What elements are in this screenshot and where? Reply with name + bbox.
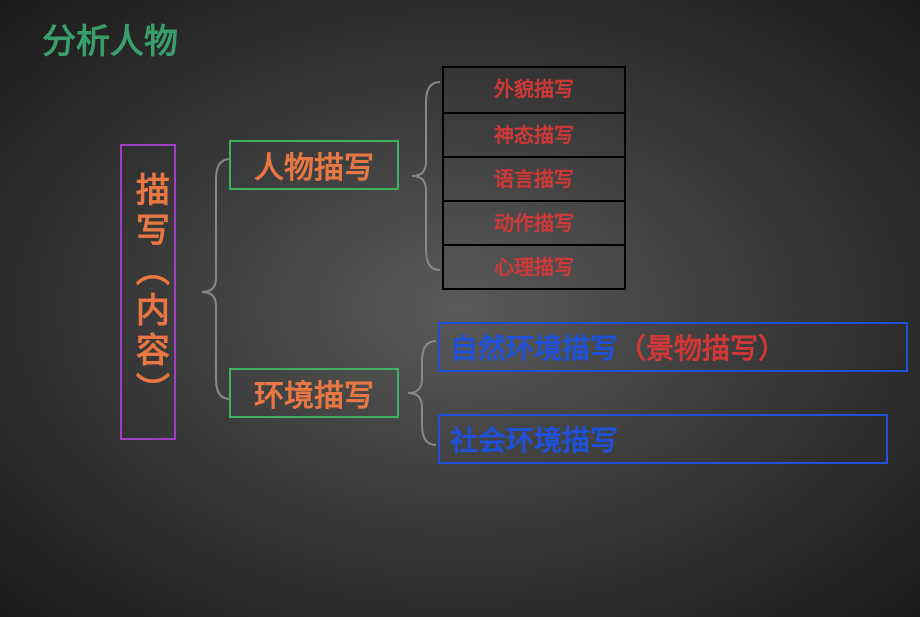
node-person: 人物描写 <box>229 140 399 190</box>
node-nature-env: 自然环境描写（景物描写） <box>438 322 908 372</box>
bracket-main <box>178 145 230 413</box>
person-sub-cell: 神态描写 <box>444 112 624 156</box>
node-society-env: 社会环境描写 <box>438 414 888 464</box>
root-node-text: 描写（内容） <box>128 172 169 412</box>
person-subs-table: 外貌描写神态描写语言描写动作描写心理描写 <box>442 66 626 290</box>
node-person-text: 人物描写 <box>254 143 374 187</box>
node-society-env-text: 社会环境描写 <box>450 419 618 459</box>
node-env: 环境描写 <box>229 368 399 418</box>
person-sub-cell: 动作描写 <box>444 200 624 244</box>
person-sub-cell: 语言描写 <box>444 156 624 200</box>
person-sub-cell: 心理描写 <box>444 244 624 288</box>
bracket-person <box>400 68 440 284</box>
person-sub-cell: 外貌描写 <box>444 68 624 112</box>
node-nature-env-text2: （景物描写） <box>618 327 786 367</box>
root-node: 描写（内容） <box>120 144 176 440</box>
node-env-text: 环境描写 <box>254 371 374 415</box>
node-nature-env-text1: 自然环境描写 <box>450 327 618 367</box>
page-title: 分析人物 <box>42 14 178 63</box>
bracket-env <box>400 327 436 459</box>
